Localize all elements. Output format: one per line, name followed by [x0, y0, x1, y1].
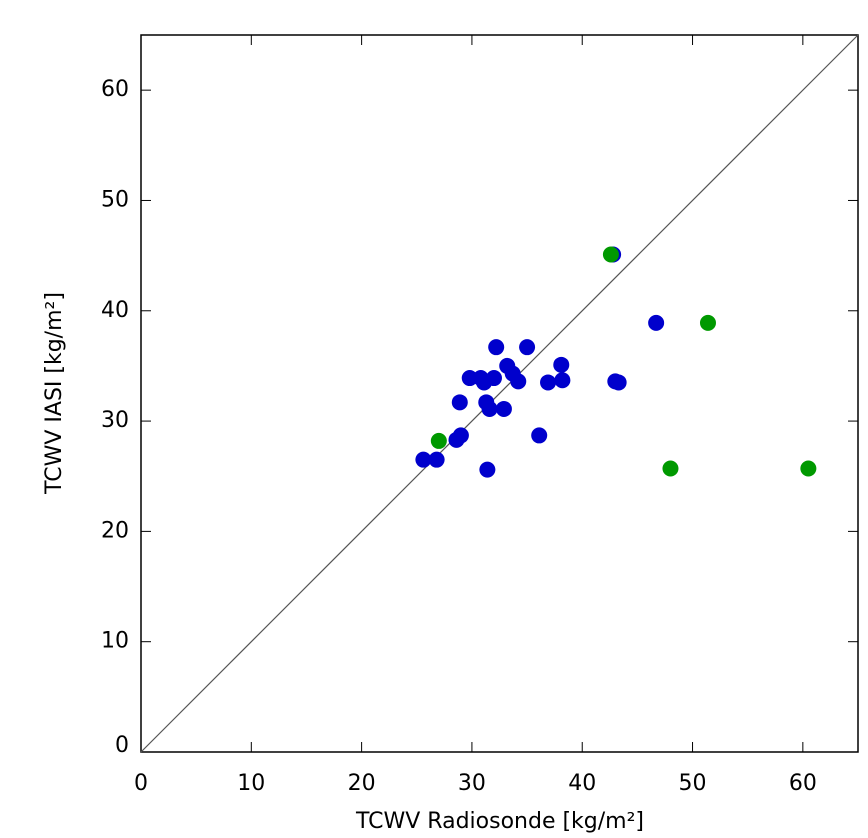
- scatter-point: [648, 314, 665, 331]
- scatter-point: [479, 461, 496, 478]
- scatter-point: [602, 246, 619, 263]
- scatter-point: [540, 374, 557, 391]
- scatter-point: [553, 356, 570, 373]
- x-tick-label: 30: [458, 771, 486, 796]
- y-tick-label: 0: [115, 733, 129, 758]
- y-tick-label: 60: [101, 77, 129, 102]
- y-axis-label: TCWV IASI [kg/m²]: [42, 292, 67, 495]
- scatter-point: [800, 460, 817, 477]
- x-tick-label: 60: [789, 771, 817, 796]
- plot-frame: [140, 34, 859, 753]
- x-tick-label: 50: [679, 771, 707, 796]
- x-tick-label: 10: [237, 771, 265, 796]
- scatter-point: [481, 400, 498, 417]
- x-tick-label: 40: [568, 771, 596, 796]
- scatter-point: [531, 427, 548, 444]
- x-axis-label: TCWV Radiosonde [kg/m²]: [355, 809, 644, 834]
- y-tick-label: 20: [101, 518, 129, 543]
- scatter-point: [510, 373, 527, 390]
- scatter-point: [415, 451, 432, 468]
- y-tick-label: 40: [101, 298, 129, 323]
- scatter-point: [452, 427, 469, 444]
- scatter-point: [519, 339, 536, 356]
- scatter-point: [610, 374, 627, 391]
- y-tick-label: 10: [101, 629, 129, 654]
- scatter-point: [461, 370, 478, 387]
- scatter-point: [451, 394, 468, 411]
- one-to-one-line: [140, 34, 859, 753]
- scatter-point: [485, 370, 502, 387]
- scatter-point: [430, 432, 447, 449]
- scatter-point: [495, 400, 512, 417]
- scatter-point: [554, 372, 571, 389]
- scatter-point: [699, 314, 716, 331]
- x-tick-label: 20: [348, 771, 376, 796]
- scatter-point: [428, 451, 445, 468]
- scatter-point: [488, 339, 505, 356]
- x-tick-label: 0: [134, 771, 148, 796]
- scatter-point: [662, 460, 679, 477]
- y-tick-label: 30: [101, 408, 129, 433]
- y-tick-label: 50: [101, 187, 129, 212]
